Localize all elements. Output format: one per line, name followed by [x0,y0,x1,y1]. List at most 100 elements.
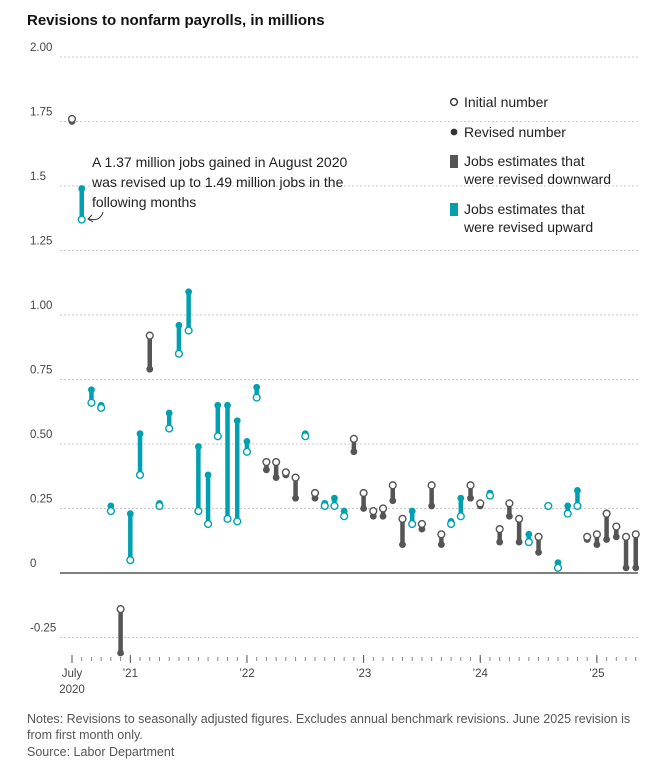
dumbbell-2021-12 [233,417,242,526]
revised-point [214,401,222,409]
dumbbell-2021-05 [165,409,174,433]
revised-point [136,430,144,438]
initial-point [174,349,184,358]
initial-point [97,403,106,412]
dumbbell-2021-03 [145,331,154,373]
y-tick-label: 1.75 [30,107,52,119]
legend-label-revised: Revised number [464,124,566,140]
dumbbell-2021-06 [174,321,184,358]
revised-point [574,487,581,494]
revised-point [224,401,231,409]
dumbbell-2024-05 [515,514,524,546]
revised-point [437,541,445,549]
legend-label-initial: Initial number [464,94,548,110]
dumbbell-2022-03 [262,457,271,474]
dumbbell-2023-07 [417,519,427,533]
initial-point [77,215,86,224]
initial-point [388,481,397,490]
dumbbell-2020-09 [87,386,96,407]
initial-point [184,326,193,335]
y-tick-label: 0.25 [30,494,52,506]
revised-point [146,365,154,373]
dumbbell-2022-02 [252,383,261,402]
revised-point [525,530,533,538]
initial-point [408,519,417,529]
annotation-text-line: following months [92,194,196,210]
dumbbell-2023-10 [446,518,456,529]
dumbbell-2023-04 [388,481,397,505]
initial-point [242,447,252,456]
chart-source: Source: Labor Department [27,745,175,759]
y-tick-label: 0 [30,558,36,570]
revised-point [243,438,251,445]
chart-title: Revisions to nonfarm payrolls, in millio… [27,12,325,29]
y-tick-label: 0.50 [30,429,52,441]
initial-point [524,537,533,547]
initial-point [291,473,300,482]
initial-point [155,501,164,511]
revised-point [350,448,358,456]
legend-label-downward: Jobs estimates that [464,153,585,169]
dumbbell-2021-04 [155,499,164,511]
revised-point [564,502,572,510]
revised-point [88,386,95,394]
annotation-text-line: was revised up to 1.49 million jobs in t… [91,174,344,190]
dumbbell-2023-11 [456,494,465,521]
dumbbell-2021-02 [135,430,145,480]
dumbbell-2022-07 [301,430,310,441]
dumbbell-2024-01 [476,499,485,510]
dumbbell-2024-10 [563,502,572,518]
initial-point [505,499,514,508]
x-tick-label: ’24 [473,668,489,680]
dumbbell-2021-10 [213,401,222,441]
revised-point [408,507,416,515]
initial-point [252,393,261,402]
initial-point [592,530,601,539]
initial-point [437,530,446,539]
dumbbell-2023-06 [408,507,417,529]
initial-point [116,605,125,614]
initial-point [262,457,271,467]
revised-point [78,185,86,192]
dumbbell-2025-01 [592,530,601,549]
dumbbell-2022-01 [242,438,252,456]
initial-point [281,468,290,477]
revised-point [428,502,436,510]
chart-notes: Notes: Revisions to seasonally adjusted … [27,712,631,742]
initial-point [165,424,174,433]
initial-point [126,555,135,565]
revised-point [331,494,338,502]
initial-point [340,512,349,521]
y-tick-labels: 2.00 1.75 1.5 1.25 1.00 0.75 0.50 0.25 0 -0.25 [30,42,56,635]
initial-point [145,331,154,340]
dumbbell-2024-02 [485,489,495,500]
initial-point [602,509,611,518]
initial-point [563,509,572,518]
revised-point [292,494,299,502]
dumbbell-2024-07 [534,532,543,556]
x-tick-label: July [62,668,83,680]
revised-point [603,536,610,543]
dumbbell-2020-08 [77,185,86,224]
y-tick-label: 2.00 [30,42,52,54]
x-tick-label: ’25 [589,668,604,680]
annotation-text-line: A 1.37 million jobs gained in August 202… [92,154,348,170]
dumbbell-2020-10 [97,401,106,412]
dumbbell-2024-04 [505,499,514,520]
initial-point [106,506,115,516]
initial-point [427,481,436,490]
annotation: A 1.37 million jobs gained in August 202… [87,154,348,223]
grid-lines [60,56,638,638]
dumbbell-2022-10 [330,494,339,511]
dumbbell-2020-12 [116,605,125,657]
revised-point [263,466,270,474]
dumbbell-2024-06 [524,530,533,547]
chart-marks [67,114,640,657]
revised-point [253,383,261,391]
initial-point [67,114,77,124]
initial-point [320,501,329,511]
revised-point [379,512,387,520]
revised-point [467,494,474,502]
initial-point [233,517,242,526]
